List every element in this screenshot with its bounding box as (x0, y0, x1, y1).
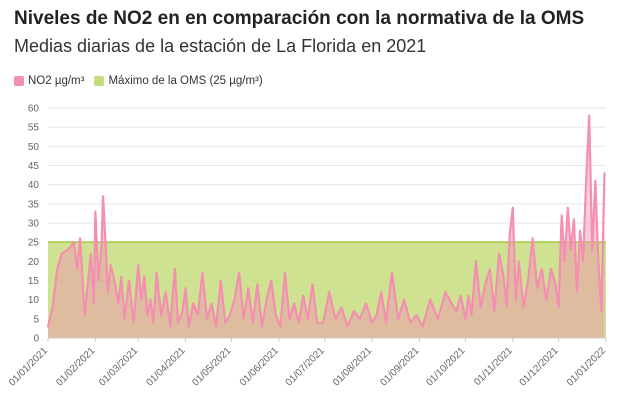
x-tick-label-5: 01/06/2021 (238, 345, 281, 388)
x-tick-label-0: 01/01/2021 (7, 345, 50, 388)
y-tick-label-60: 60 (28, 104, 40, 115)
x-tick-label-7: 01/08/2021 (331, 345, 374, 388)
legend-swatch-no2 (14, 76, 24, 86)
y-tick-label-5: 5 (33, 314, 39, 325)
x-tick-label-9: 01/10/2021 (424, 345, 467, 388)
y-tick-label-40: 40 (28, 180, 40, 191)
chart-title: Niveles de NO2 en en comparación con la … (14, 8, 585, 29)
legend-item-no2[interactable]: NO2 µg/m³ (14, 75, 84, 87)
x-tick-label-2: 01/03/2021 (97, 345, 140, 388)
legend-label-no2: NO2 µg/m³ (28, 75, 85, 87)
y-tick-label-25: 25 (28, 238, 40, 249)
x-tick-label-8: 01/09/2021 (378, 345, 421, 388)
no2-line (46, 114, 606, 328)
no2-area (48, 115, 605, 338)
chart-subtitle: Medias diarias de la estación de La Flor… (14, 36, 427, 56)
legend-swatch-oms (94, 76, 105, 86)
x-tick-label-6: 01/07/2021 (284, 345, 327, 388)
y-tick-label-10: 10 (28, 295, 40, 306)
y-tick-label-15: 15 (28, 276, 40, 287)
y-tick-label-50: 50 (28, 142, 40, 153)
x-tick-label-10: 01/11/2021 (472, 345, 515, 388)
legend-label-oms: Máximo de la OMS (25 µg/m³) (108, 75, 263, 87)
x-tick-label-11: 01/12/2021 (518, 345, 561, 388)
legend-item-oms[interactable]: Máximo de la OMS (25 µg/m³) (94, 75, 263, 87)
y-tick-label-30: 30 (28, 219, 40, 230)
y-tick-label-0: 0 (33, 334, 39, 345)
x-tick-label-3: 01/04/2021 (145, 345, 188, 388)
x-tick-label-4: 01/05/2021 (190, 345, 233, 388)
y-tick-label-45: 45 (28, 161, 40, 172)
y-tick-label-55: 55 (28, 123, 40, 134)
legend: NO2 µg/m³ Máximo de la OMS (25 µg/m³) (14, 75, 273, 87)
y-tick-label-20: 20 (28, 257, 40, 268)
x-tick-label-12: 01/01/2022 (565, 345, 608, 388)
y-tick-label-35: 35 (28, 199, 40, 210)
x-tick-label-1: 01/02/2021 (54, 345, 97, 388)
